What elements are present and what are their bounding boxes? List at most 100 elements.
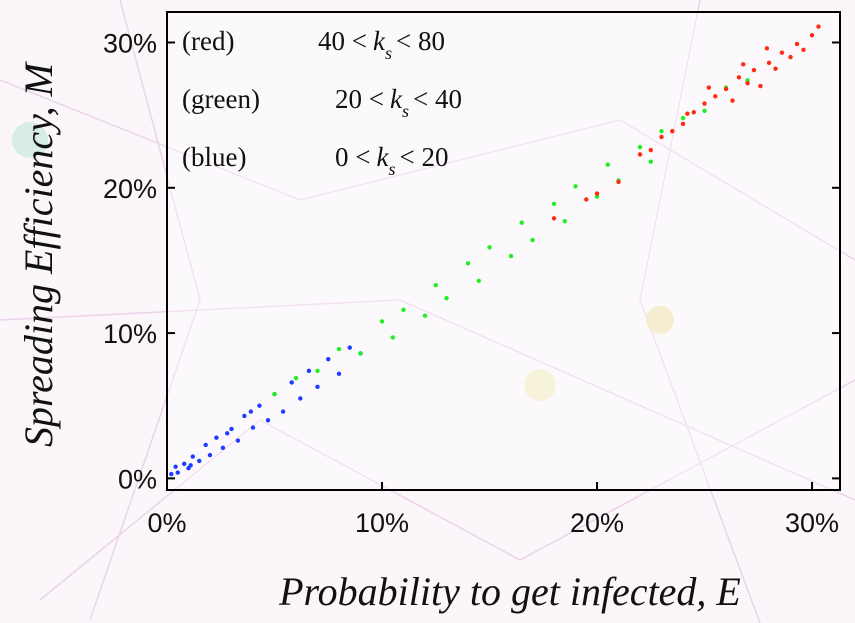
condition-low: 40 < [318, 26, 367, 56]
scatter-point [764, 46, 770, 51]
scatter-point [197, 458, 202, 464]
scatter-point [680, 115, 686, 121]
scatter-point [257, 403, 262, 408]
legend-condition: 0 < ks < 20 [335, 142, 448, 179]
scatter-point [758, 83, 763, 89]
scatter-point [594, 191, 600, 196]
scatter-point [730, 98, 735, 103]
scatter-point [773, 66, 778, 71]
scatter-point [637, 152, 643, 157]
scatter-point [508, 253, 514, 259]
scatter-point [648, 147, 653, 153]
scatter-point [173, 464, 178, 469]
legend-label: (red) [182, 26, 234, 56]
legend-condition: 40 < ks < 80 [318, 26, 445, 63]
scatter-point [801, 47, 806, 52]
scatter-point [691, 110, 696, 115]
scatter-point [248, 409, 254, 414]
scatter-point [723, 86, 729, 92]
scatter-point [476, 278, 481, 283]
scatter-point [741, 62, 746, 67]
condition-symbol: k [390, 84, 403, 114]
scatter-point [659, 134, 664, 140]
scatter-point [766, 60, 772, 66]
scatter-point [670, 128, 675, 134]
scatter-point [347, 345, 352, 350]
scatter-point [779, 50, 785, 55]
scatter-point [573, 184, 578, 189]
y-tick-label: 10% [103, 319, 157, 349]
scatter-point [422, 313, 428, 318]
scatter-point [562, 219, 567, 224]
scatter-point [293, 375, 299, 381]
scatter-point [225, 431, 230, 436]
legend-condition: 20 < ks < 40 [335, 84, 462, 121]
condition-high: < 20 [399, 142, 448, 172]
scatter-point [358, 351, 363, 356]
y-tick-label: 30% [103, 29, 157, 59]
scatter-point [175, 470, 180, 475]
condition-subscript: s [388, 159, 395, 179]
scatter-point [250, 425, 256, 430]
scatter-point [616, 179, 621, 185]
scatter-point [390, 335, 395, 340]
condition-symbol: k [373, 26, 386, 56]
scatter-point [685, 111, 690, 116]
scatter-point [188, 463, 193, 468]
scatter-point [306, 368, 312, 374]
scatter-point [751, 67, 757, 73]
scatter-point [659, 128, 664, 134]
condition-low: 20 < [335, 84, 384, 114]
scatter-point [680, 121, 686, 127]
scatter-point [648, 159, 653, 164]
x-tick-label: 10% [355, 508, 409, 538]
legend-label: (blue) [182, 142, 246, 172]
scatter-point [203, 442, 208, 448]
y-axis-title: Spreading Efficiency, M [16, 60, 61, 447]
scatter-point [809, 33, 815, 38]
legend-label: (green) [182, 84, 260, 114]
scatter-point [190, 454, 196, 459]
scatter-point [214, 435, 219, 440]
scatter-point [706, 85, 712, 90]
condition-symbol: k [376, 142, 389, 172]
scatter-point [289, 380, 294, 385]
condition-high: < 80 [396, 26, 445, 56]
scatter-point [519, 220, 524, 225]
condition-high: < 40 [413, 84, 462, 114]
scatter-point [584, 197, 589, 202]
scatter-point [788, 54, 793, 60]
x-axis-title: Probability to get infected, E [278, 569, 741, 614]
scatter-point [336, 371, 342, 376]
scatter-point [433, 282, 438, 288]
scatter-point [169, 471, 174, 477]
scatter-point [551, 216, 557, 221]
scatter-point [379, 319, 385, 324]
condition-low: 0 < [335, 142, 370, 172]
x-tick-label: 0% [147, 508, 186, 538]
plot-frame [166, 11, 841, 491]
scatter-point [745, 80, 750, 86]
scatter-point [182, 461, 187, 467]
scatter-point [242, 413, 247, 419]
scatter-point [487, 245, 492, 250]
scatter-point [280, 409, 286, 414]
scatter-point [235, 438, 241, 443]
scatter-point [229, 426, 234, 432]
condition-subscript: s [402, 101, 409, 121]
scatter-point [220, 445, 226, 451]
scatter-point [816, 24, 821, 29]
scatter-point [272, 391, 277, 397]
scatter-point [736, 75, 742, 80]
scatter-point [637, 144, 643, 150]
x-tick-label: 30% [785, 508, 839, 538]
scatter-point [326, 357, 331, 362]
scatter-point [401, 307, 406, 313]
scatter-point [794, 41, 800, 47]
scatter-point [207, 452, 213, 458]
y-tick-label: 20% [103, 174, 157, 204]
condition-subscript: s [385, 43, 392, 63]
y-tick-label: 0% [118, 464, 157, 494]
